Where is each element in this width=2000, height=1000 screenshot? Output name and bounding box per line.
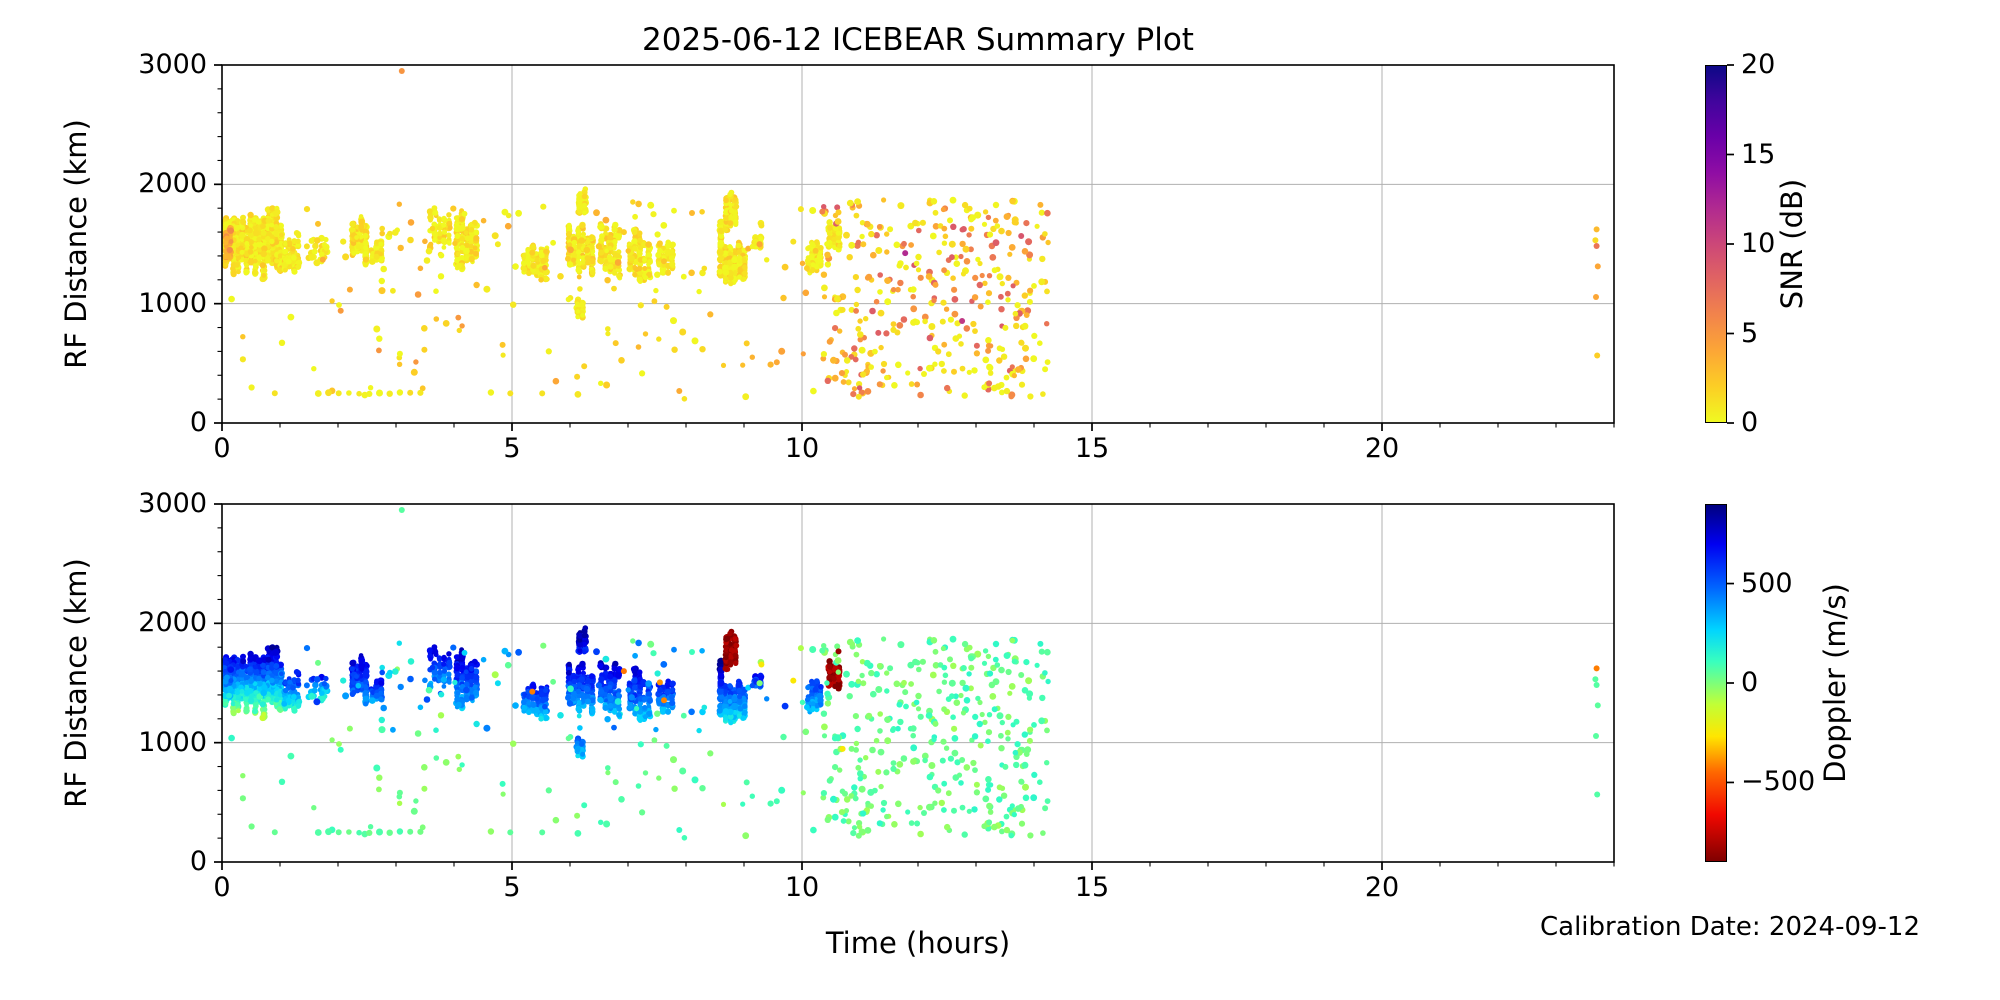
x-tick-label: 15 [1074, 872, 1110, 903]
x-tick-label: 20 [1364, 433, 1400, 464]
x-tick-label: 15 [1074, 433, 1110, 464]
snr-colorbar [1705, 65, 1727, 423]
x-axis-label: Time (hours) [825, 926, 1011, 960]
colorbar-tick-label: 0 [1741, 667, 1759, 698]
x-tick-label: 10 [784, 872, 820, 903]
scatter-points-panel1 [222, 507, 1601, 841]
colorbar-tick-label: 10 [1741, 228, 1776, 259]
scatter-points-panel0 [222, 68, 1601, 402]
colorbar-tick-label: 500 [1741, 567, 1793, 599]
y-tick-label: 3000 [138, 488, 207, 519]
y-tick-label: 0 [189, 846, 207, 877]
y-tick-label: 2000 [138, 168, 207, 200]
colorbar-tick-label: 0 [1741, 407, 1759, 438]
y-tick-label: 1000 [138, 287, 207, 319]
colorbar-tick-label: 5 [1741, 317, 1759, 349]
calibration-note: Calibration Date: 2024-09-12 [1540, 912, 1920, 942]
x-tick-label: 5 [503, 433, 521, 464]
y-tick-label: 3000 [138, 49, 207, 80]
colorbar-tick-label: 15 [1741, 138, 1776, 170]
y-tick-label: 1000 [138, 726, 207, 758]
x-tick-label: 20 [1364, 872, 1400, 903]
doppler-colorbar [1705, 504, 1727, 862]
x-tick-label: 0 [213, 872, 231, 903]
x-tick-label: 5 [503, 872, 521, 903]
plot-title: 2025-06-12 ICEBEAR Summary Plot [642, 22, 1194, 58]
colorbar-tick-label: 20 [1741, 49, 1776, 80]
x-tick-label: 10 [784, 433, 820, 464]
x-tick-label: 0 [213, 433, 231, 464]
colorbar-tick-label: −500 [1741, 766, 1816, 798]
y-tick-label: 0 [189, 407, 207, 438]
y-tick-label: 2000 [138, 607, 207, 639]
